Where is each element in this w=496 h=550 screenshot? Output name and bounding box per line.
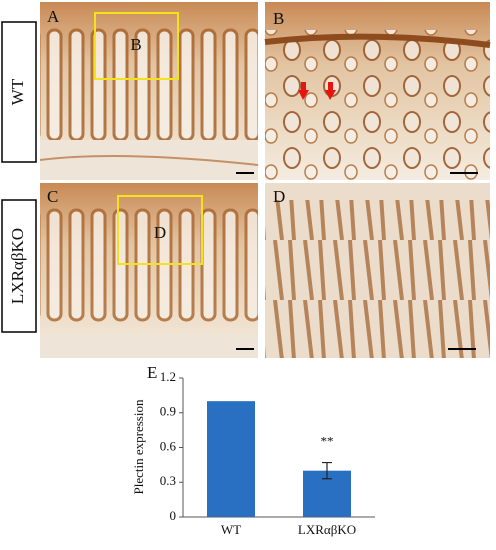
panel-letter: B	[273, 9, 284, 28]
inset-label: D	[154, 223, 166, 242]
inset-box	[117, 195, 203, 265]
row-label: LXRαβKO	[8, 228, 27, 304]
arrow	[325, 82, 336, 100]
panel-letter: E	[147, 363, 157, 382]
y-tick-label: 0.3	[160, 473, 176, 488]
y-tick-label: 0.6	[160, 438, 177, 453]
error-bar	[322, 461, 332, 480]
x-tick-label: WT	[221, 522, 241, 537]
row-label-box	[1, 199, 37, 333]
micrograph	[264, 2, 491, 180]
bar	[207, 401, 255, 517]
panel-letter: D	[273, 187, 285, 206]
panel-letter: A	[47, 7, 60, 26]
micrograph	[39, 2, 259, 180]
y-tick-label: 1.2	[160, 369, 176, 384]
row-label-box	[1, 21, 37, 163]
arrow	[298, 82, 309, 100]
x-tick-label: LXRαβKO	[298, 522, 356, 537]
inset-box	[94, 12, 179, 80]
row-label: WT	[8, 78, 27, 105]
y-axis-label: Plectin expression	[131, 399, 146, 494]
micrograph	[40, 183, 258, 360]
panel-letter: C	[47, 187, 58, 206]
y-tick-label: 0.9	[160, 404, 176, 419]
y-tick-label: 0	[170, 508, 177, 523]
inset-label: B	[130, 35, 141, 54]
significance-label: **	[321, 434, 334, 449]
micrograph	[265, 183, 490, 358]
